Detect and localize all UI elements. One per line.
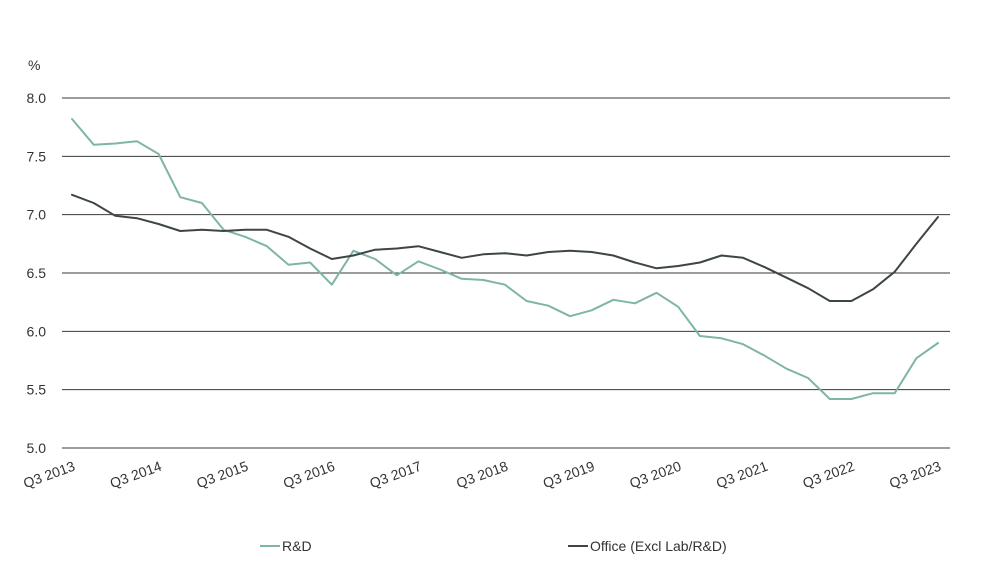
y-tick-label: 5.0 xyxy=(27,440,47,456)
x-tick-label: Q3 2021 xyxy=(714,458,770,491)
y-tick-label: 8.0 xyxy=(27,90,47,106)
legend-label: Office (Excl Lab/R&D) xyxy=(590,538,727,554)
legend-label: R&D xyxy=(282,538,312,554)
legend: R&D Office (Excl Lab/R&D) xyxy=(260,538,727,554)
series-lines xyxy=(71,118,939,400)
x-tick-label: Q3 2018 xyxy=(454,458,510,491)
x-tick-label: Q3 2015 xyxy=(194,458,250,491)
y-axis-unit-label: % xyxy=(28,57,40,73)
y-tick-label: 6.5 xyxy=(27,265,47,281)
x-tick-label: Q3 2016 xyxy=(281,458,337,491)
x-tick-label: Q3 2017 xyxy=(367,458,423,491)
x-tick-label: Q3 2020 xyxy=(627,458,683,491)
x-tick-label: Q3 2013 xyxy=(21,458,77,491)
x-tick-label: Q3 2022 xyxy=(800,458,856,491)
x-tick-label: Q3 2019 xyxy=(541,458,597,491)
y-tick-label: 7.0 xyxy=(27,207,47,223)
series-line-rnd xyxy=(71,118,939,400)
series-line-office xyxy=(71,193,939,302)
y-axis-ticks: 8.0 7.5 7.0 6.5 6.0 5.5 5.0 xyxy=(27,90,47,456)
y-tick-label: 5.5 xyxy=(27,382,47,398)
x-tick-label: Q3 2014 xyxy=(108,458,164,491)
gridlines xyxy=(62,97,950,449)
x-axis-ticks: Q3 2013 Q3 2014 Q3 2015 Q3 2016 Q3 2017 Q3 20… xyxy=(21,458,943,491)
y-tick-label: 7.5 xyxy=(27,148,47,164)
y-tick-label: 6.0 xyxy=(27,323,47,339)
x-tick-label: Q3 2023 xyxy=(887,458,943,491)
